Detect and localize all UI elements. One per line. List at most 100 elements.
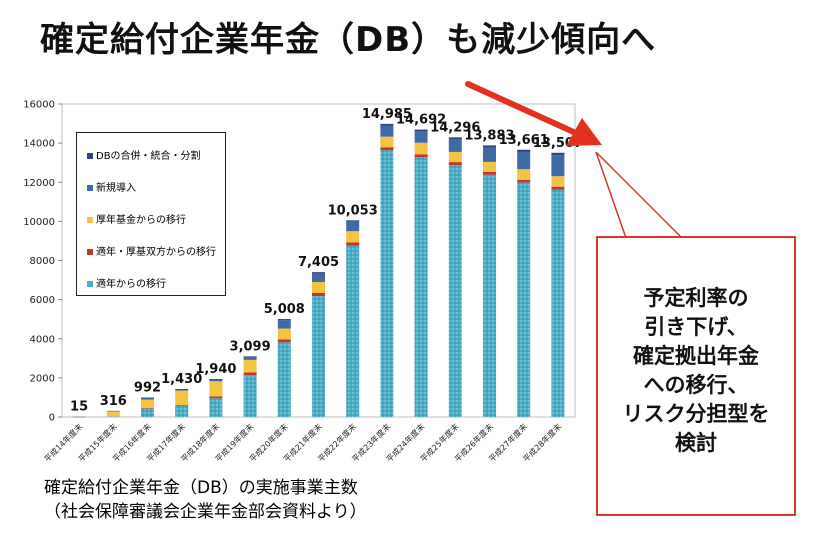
bar-segment-new	[346, 221, 360, 232]
bar-segment-pension-fund	[243, 359, 257, 373]
y-tick-label: 2000	[30, 373, 55, 384]
y-tick-label: 10000	[23, 217, 55, 228]
bar-segment-both	[141, 408, 154, 409]
bar-segment-both	[448, 162, 462, 166]
callout-text: 予定利率の 引き下げ、 確定拠出年金 への移行、 リスク分担型を 検討	[598, 284, 794, 458]
bar-segment-qualified	[448, 165, 462, 417]
legend-swatch	[87, 249, 93, 255]
callout-pointer	[595, 151, 683, 239]
bar-segment-qualified	[106, 416, 120, 418]
callout-box: 予定利率の 引き下げ、 確定拠出年金 への移行、 リスク分担型を 検討	[596, 236, 796, 516]
bar-segment-qualified	[141, 408, 154, 417]
data-label-total: 316	[100, 394, 127, 409]
y-tick-label: 6000	[30, 295, 55, 306]
chart-legend: DBの合併・統合・分割 新規導入 厚年基金からの移行 適年・厚基双方からの移行 …	[76, 132, 226, 296]
bar-segment-pension-fund	[551, 176, 565, 187]
legend-item-new: 新規導入	[87, 179, 136, 194]
bar-segment-pension-fund	[106, 411, 120, 417]
data-label-total: 3,099	[230, 339, 271, 354]
callout-line: リスク分担型を	[622, 402, 770, 426]
data-label-total: 7,405	[298, 255, 339, 270]
bar-segment-qualified	[209, 398, 223, 417]
bar-segment-merger	[517, 149, 531, 152]
bar-segment-qualified	[483, 174, 496, 417]
bar-segment-merger	[277, 319, 291, 321]
bar-segment-new	[72, 416, 86, 418]
trend-arrow-shaft	[465, 81, 581, 137]
bar-segment-both	[551, 186, 565, 190]
legend-label: 適年・厚基双方からの移行	[96, 247, 216, 258]
bar-segment-pension-fund	[209, 381, 223, 397]
page-title: 確定給付企業年金（DB）も減少傾向へ	[40, 20, 657, 60]
bar-segment-pension-fund	[346, 231, 360, 243]
bar-segment-new	[483, 147, 496, 162]
bar-segment-qualified	[243, 375, 257, 417]
callout-line: 確定拠出年金	[633, 344, 759, 368]
bar-segment-qualified	[380, 150, 394, 418]
data-label-total: 992	[134, 381, 161, 396]
bar-segment-new	[517, 151, 531, 170]
callout-line: 引き下げ、	[644, 315, 748, 339]
bar-segment-both	[243, 372, 257, 376]
bar-segment-new	[551, 155, 565, 177]
bar-segment-both	[517, 179, 531, 183]
bar-segment-pension-fund	[141, 399, 154, 409]
y-tick-label: 4000	[30, 334, 55, 345]
bar-segment-new	[312, 273, 325, 283]
bar-segment-new	[175, 389, 189, 391]
callout-pointer	[595, 151, 627, 239]
data-label-total: 5,008	[264, 302, 305, 317]
data-label-total: 14,985	[362, 107, 412, 122]
y-tick-label: 0	[49, 413, 55, 424]
bar-segment-pension-fund	[414, 142, 428, 155]
bar-segment-qualified	[346, 245, 360, 417]
data-label-total: 14,296	[430, 120, 480, 135]
legend-swatch	[87, 185, 93, 191]
bar-segment-new	[141, 397, 154, 400]
bar-segment-merger	[346, 220, 360, 222]
bar-segment-merger	[380, 123, 394, 126]
data-label-total: 1,940	[195, 362, 236, 377]
legend-item-db-merger: DBの合併・統合・分割	[87, 147, 201, 162]
bar-segment-qualified	[551, 189, 565, 417]
bar-segment-merger	[551, 152, 565, 156]
legend-label: 適年からの移行	[96, 279, 166, 290]
bar-segment-new	[380, 125, 394, 137]
bar-segment-merger	[448, 137, 462, 140]
legend-item-from-pension-fund: 厚年基金からの移行	[87, 211, 186, 226]
bar-segment-pension-fund	[517, 169, 531, 180]
bar-segment-merger	[483, 145, 496, 148]
bar-segment-merger	[209, 379, 223, 380]
bar-segment-qualified	[517, 182, 531, 417]
legend-swatch	[87, 153, 93, 159]
legend-item-from-qualified: 適年からの移行	[87, 275, 166, 290]
y-tick-label: 12000	[23, 178, 55, 189]
bar-segment-new	[106, 410, 120, 412]
data-label-total: 1,430	[161, 372, 202, 387]
callout-line: への移行、	[643, 373, 749, 397]
y-tick-label: 14000	[23, 139, 55, 150]
bar-segment-both	[380, 147, 394, 151]
bar-segment-both	[346, 242, 360, 246]
bar-segment-both	[209, 396, 223, 399]
legend-label: 新規導入	[96, 183, 136, 194]
bar-segment-qualified	[312, 296, 325, 417]
data-label-total: 13,661	[499, 133, 549, 148]
bar-segment-qualified	[277, 342, 291, 417]
caption-line-1: 確定給付企業年金（DB）の実施事業主数	[44, 478, 358, 498]
legend-label: 厚年基金からの移行	[96, 215, 186, 226]
bar-segment-pension-fund	[448, 151, 462, 163]
bar-segment-new	[209, 379, 223, 382]
bar-segment-merger	[175, 389, 189, 390]
y-tick-label: 8000	[30, 256, 55, 267]
bar-segment-merger	[243, 356, 257, 357]
bar-segment-merger	[312, 272, 325, 274]
bar-segment-pension-fund	[380, 136, 394, 148]
trend-arrow-head	[566, 118, 602, 146]
bar-segment-merger	[414, 129, 428, 132]
bar-segment-new	[448, 139, 462, 152]
bar-segment-qualified	[414, 157, 428, 417]
data-label-total: 14,692	[396, 113, 446, 128]
bar-segment-both	[175, 405, 189, 406]
